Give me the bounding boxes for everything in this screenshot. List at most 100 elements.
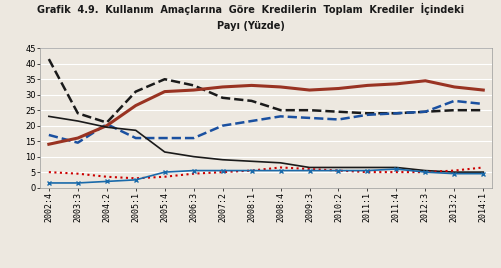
Line: Tüketici Kredileri: Tüketici Kredileri (49, 81, 482, 144)
İhtisas Kredileri (277, 169, 283, 172)
Diğer Yatırım Kredileri (479, 166, 485, 169)
İhracat ve İhracat Garantili Yatırım Kredileri (364, 166, 370, 169)
İhracat ve İhracat Garantili Yatırım Kredileri (46, 115, 52, 118)
İşletme Kredileri (161, 136, 167, 140)
İşletme Kredileri (393, 112, 399, 115)
İhracat ve İhracat Garantili Yatırım Kredileri (104, 126, 110, 129)
Diğer Yatırım Kredileri (161, 175, 167, 178)
İşletme Kredileri (219, 124, 225, 127)
Text: Payı (Yüzde): Payı (Yüzde) (216, 21, 285, 31)
Tüketici Kredileri (364, 84, 370, 87)
İşletme Kredileri (450, 99, 456, 102)
Diğer Yatırım Kredileri (104, 175, 110, 178)
Diğer (335, 110, 341, 113)
Diğer (75, 112, 81, 115)
Line: İşletme Kredileri: İşletme Kredileri (49, 101, 482, 143)
İhtisas Kredileri (132, 178, 138, 181)
Tüketici Kredileri (219, 85, 225, 88)
Line: İhracat ve İhracat Garantili Yatırım Kredileri: İhracat ve İhracat Garantili Yatırım Kre… (49, 116, 482, 172)
İhracat ve İhracat Garantili Yatırım Kredileri (277, 161, 283, 165)
İhracat ve İhracat Garantili Yatırım Kredileri (219, 158, 225, 161)
Tüketici Kredileri (335, 87, 341, 90)
Diğer Yatırım Kredileri (335, 169, 341, 172)
Diğer Yatırım Kredileri (450, 169, 456, 172)
İhracat ve İhracat Garantili Yatırım Kredileri (421, 169, 427, 172)
Diğer (104, 121, 110, 124)
Diğer Yatırım Kredileri (190, 172, 196, 175)
İşletme Kredileri (248, 120, 254, 123)
İhtisas Kredileri (335, 169, 341, 172)
Tüketici Kredileri (450, 85, 456, 88)
İşletme Kredileri (190, 136, 196, 140)
İhracat ve İhracat Garantili Yatırım Kredileri (450, 170, 456, 174)
İhracat ve İhracat Garantili Yatırım Kredileri (132, 129, 138, 132)
Diğer (277, 109, 283, 112)
İhtisas Kredileri (364, 169, 370, 172)
İhracat ve İhracat Garantili Yatırım Kredileri (248, 160, 254, 163)
İhtisas Kredileri (161, 170, 167, 174)
Tüketici Kredileri (421, 79, 427, 82)
İhtisas Kredileri (46, 181, 52, 185)
İşletme Kredileri (75, 141, 81, 144)
Tüketici Kredileri (161, 90, 167, 93)
Diğer Yatırım Kredileri (132, 177, 138, 180)
Line: Diğer: Diğer (49, 59, 482, 122)
Diğer (46, 57, 52, 61)
İhracat ve İhracat Garantili Yatırım Kredileri (393, 166, 399, 169)
İhracat ve İhracat Garantili Yatırım Kredileri (75, 120, 81, 123)
İhracat ve İhracat Garantili Yatırım Kredileri (306, 166, 312, 169)
Tüketici Kredileri (277, 85, 283, 88)
Line: İhtisas Kredileri: İhtisas Kredileri (47, 167, 484, 185)
Diğer Yatırım Kredileri (46, 170, 52, 174)
İhtisas Kredileri (479, 172, 485, 175)
İhracat ve İhracat Garantili Yatırım Kredileri (190, 155, 196, 158)
Diğer (190, 84, 196, 87)
Diğer (248, 99, 254, 102)
İşletme Kredileri (335, 118, 341, 121)
Diğer Yatırım Kredileri (219, 170, 225, 174)
İhtisas Kredileri (306, 169, 312, 172)
İşletme Kredileri (479, 102, 485, 106)
İhtisas Kredileri (190, 169, 196, 172)
İşletme Kredileri (46, 133, 52, 137)
Tüketici Kredileri (393, 82, 399, 85)
Diğer (219, 96, 225, 99)
İhracat ve İhracat Garantili Yatırım Kredileri (479, 170, 485, 174)
Tüketici Kredileri (306, 88, 312, 92)
Tüketici Kredileri (75, 136, 81, 140)
Diğer Yatırım Kredileri (277, 166, 283, 169)
İhtisas Kredileri (450, 172, 456, 175)
Diğer Yatırım Kredileri (75, 172, 81, 175)
Diğer (393, 112, 399, 115)
Diğer Yatırım Kredileri (421, 170, 427, 174)
Diğer (450, 109, 456, 112)
İhracat ve İhracat Garantili Yatırım Kredileri (335, 166, 341, 169)
Text: Grafik  4.9.  Kullanım  Amaçlarına  Göre  Kredilerin  Toplam  Krediler  İçindeki: Grafik 4.9. Kullanım Amaçlarına Göre Kre… (38, 3, 463, 15)
Diğer (161, 78, 167, 81)
İşletme Kredileri (277, 115, 283, 118)
Tüketici Kredileri (479, 88, 485, 92)
Tüketici Kredileri (190, 88, 196, 92)
İhtisas Kredileri (393, 168, 399, 171)
İhtisas Kredileri (104, 180, 110, 183)
Tüketici Kredileri (104, 124, 110, 127)
Tüketici Kredileri (46, 143, 52, 146)
İşletme Kredileri (306, 116, 312, 120)
Tüketici Kredileri (132, 104, 138, 107)
İhtisas Kredileri (248, 169, 254, 172)
İhtisas Kredileri (219, 169, 225, 172)
Diğer Yatırım Kredileri (393, 170, 399, 174)
Line: Diğer Yatırım Kredileri: Diğer Yatırım Kredileri (49, 168, 482, 178)
İhtisas Kredileri (75, 181, 81, 185)
Diğer Yatırım Kredileri (364, 170, 370, 174)
Diğer Yatırım Kredileri (248, 169, 254, 172)
Diğer (421, 110, 427, 113)
İşletme Kredileri (364, 113, 370, 116)
İhracat ve İhracat Garantili Yatırım Kredileri (161, 150, 167, 154)
Diğer (364, 112, 370, 115)
Diğer (306, 109, 312, 112)
Tüketici Kredileri (248, 84, 254, 87)
Diğer (479, 109, 485, 112)
Diğer Yatırım Kredileri (306, 168, 312, 171)
İşletme Kredileri (421, 110, 427, 113)
